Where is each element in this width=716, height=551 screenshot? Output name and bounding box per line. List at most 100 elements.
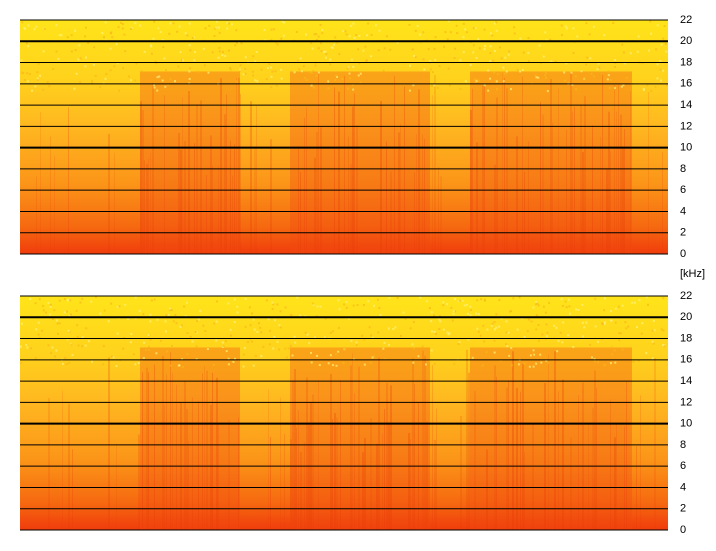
noise-speck	[196, 319, 199, 322]
noise-speck	[29, 347, 32, 350]
noise-speck	[28, 73, 31, 76]
noise-speck	[532, 349, 535, 352]
noise-speck	[483, 28, 486, 31]
noise-speck	[607, 74, 610, 77]
noise-speck	[462, 22, 465, 25]
noise-speck	[254, 60, 257, 63]
noise-speck	[102, 345, 105, 348]
noise-speck	[493, 71, 496, 74]
noise-speck	[110, 302, 113, 305]
noise-speck	[603, 309, 606, 312]
spectral-streak	[200, 100, 202, 254]
noise-speck	[499, 359, 502, 362]
noise-speck	[545, 323, 548, 326]
spectral-streak	[466, 349, 468, 530]
noise-speck	[177, 65, 180, 68]
noise-speck	[329, 331, 332, 334]
noise-speck	[155, 352, 158, 355]
spectral-streak	[172, 373, 173, 530]
spectral-streak	[512, 351, 514, 530]
noise-speck	[351, 84, 354, 87]
noise-speck	[560, 298, 563, 301]
noise-speck	[507, 53, 510, 56]
noise-speck	[471, 356, 474, 359]
noise-speck	[218, 50, 221, 53]
noise-speck	[648, 49, 651, 52]
noise-speck	[352, 304, 355, 307]
noise-speck	[510, 88, 513, 91]
noise-speck	[613, 65, 616, 68]
noise-speck	[64, 356, 67, 359]
noise-speck	[528, 365, 531, 368]
noise-speck	[248, 306, 251, 309]
spectral-streak	[338, 91, 340, 254]
noise-speck	[350, 24, 353, 27]
noise-speck	[662, 297, 665, 300]
noise-speck	[521, 68, 524, 71]
noise-speck	[22, 72, 25, 75]
noise-speck	[47, 302, 50, 305]
noise-speck	[149, 338, 152, 341]
noise-speck	[34, 302, 37, 305]
spectral-streak	[424, 355, 426, 530]
noise-speck	[438, 318, 441, 321]
noise-speck	[565, 27, 568, 30]
noise-speck	[184, 315, 187, 318]
noise-speck	[27, 45, 30, 48]
noise-speck	[181, 358, 184, 361]
spectral-streak	[184, 381, 186, 530]
spectral-streak	[192, 397, 193, 530]
noise-speck	[362, 49, 365, 52]
spectral-streak	[336, 417, 338, 530]
noise-speck	[257, 322, 260, 325]
noise-speck	[202, 324, 205, 327]
spectral-streak	[206, 370, 208, 530]
noise-speck	[149, 320, 152, 323]
spectral-streak	[48, 397, 50, 530]
noise-speck	[455, 24, 458, 27]
noise-speck	[623, 62, 626, 65]
noise-speck	[379, 314, 382, 317]
spectral-streak	[418, 89, 420, 255]
noise-speck	[564, 300, 567, 303]
noise-speck	[234, 357, 237, 360]
noise-speck	[388, 343, 391, 346]
spectral-streak	[218, 424, 219, 530]
noise-speck	[646, 296, 649, 299]
noise-speck	[384, 357, 387, 360]
noise-speck	[614, 307, 617, 310]
noise-speck	[656, 63, 659, 66]
noise-speck	[84, 26, 87, 29]
noise-speck	[260, 355, 263, 358]
noise-speck	[293, 71, 296, 74]
noise-speck	[601, 323, 604, 326]
noise-speck	[276, 43, 279, 46]
noise-speck	[317, 71, 320, 74]
noise-speck	[613, 87, 616, 90]
noise-speck	[85, 327, 88, 330]
noise-speck	[526, 330, 529, 333]
y-tick-label: 22	[680, 290, 692, 302]
noise-speck	[370, 334, 373, 337]
noise-speck	[48, 85, 51, 88]
noise-speck	[92, 63, 95, 66]
spectral-streak	[298, 410, 299, 530]
spectral-streak	[206, 174, 207, 254]
noise-speck	[429, 68, 432, 71]
noise-speck	[34, 85, 37, 88]
noise-speck	[191, 36, 194, 39]
spectral-streak	[212, 165, 213, 254]
spectral-streak	[382, 433, 383, 530]
noise-speck	[121, 23, 124, 26]
spectral-streak	[588, 422, 589, 530]
noise-speck	[466, 303, 469, 306]
noise-speck	[349, 77, 352, 80]
noise-speck	[41, 329, 44, 332]
noise-speck	[603, 322, 606, 325]
spectral-streak	[240, 93, 241, 254]
noise-speck	[69, 299, 72, 302]
noise-speck	[164, 330, 167, 333]
noise-speck	[649, 20, 652, 23]
noise-speck	[518, 296, 521, 299]
noise-speck	[490, 324, 493, 327]
